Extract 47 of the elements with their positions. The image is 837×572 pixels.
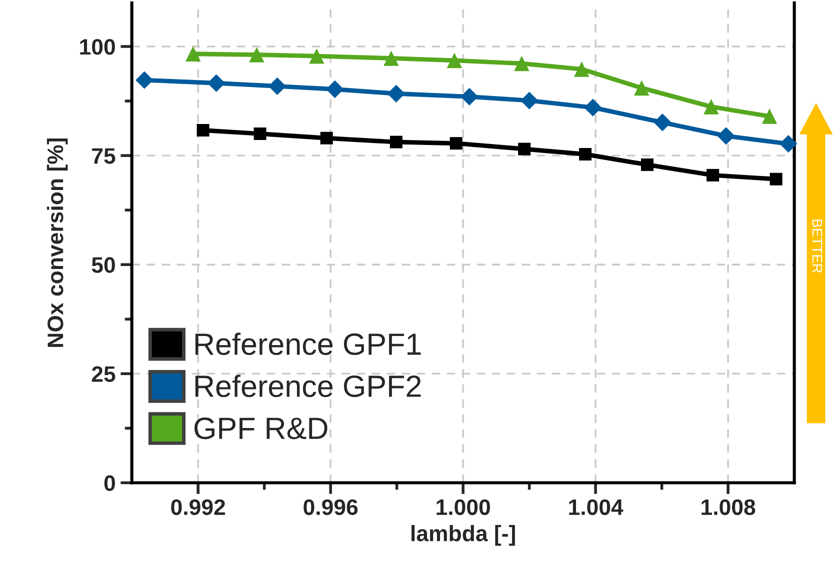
- point: [450, 137, 462, 150]
- legend-label: Reference GPF2: [195, 374, 421, 398]
- point: [446, 52, 462, 68]
- x-axis-title: lambda [-]: [412, 525, 515, 546]
- point: [770, 172, 782, 186]
- point: [706, 168, 720, 182]
- y-tick-label: 25: [92, 366, 116, 382]
- point: [584, 98, 602, 116]
- point: [326, 80, 344, 98]
- point: [309, 48, 324, 64]
- point: [249, 47, 264, 62]
- x-tick-label: 1.008: [702, 499, 756, 516]
- legend-label: Reference GPF1: [195, 332, 421, 356]
- x-tick-label: 0.996: [304, 499, 358, 516]
- y-axis-title: NOx conversion [%]: [46, 138, 68, 347]
- point: [268, 77, 286, 96]
- point: [704, 99, 719, 114]
- point: [390, 136, 402, 148]
- y-tick-label: 100: [80, 39, 115, 55]
- point: [136, 71, 154, 89]
- point: [514, 56, 530, 72]
- point: [196, 124, 210, 137]
- x-tick-label: 1.000: [436, 499, 490, 516]
- point: [654, 114, 672, 132]
- point: [574, 62, 590, 77]
- point: [717, 127, 735, 145]
- point: [640, 158, 654, 171]
- point: [387, 84, 405, 102]
- legend-label: GPF R&D: [194, 418, 328, 440]
- point: [185, 46, 201, 62]
- point: [207, 74, 226, 92]
- y-tick-label: 50: [92, 257, 115, 273]
- point: [634, 80, 650, 96]
- point: [579, 148, 592, 160]
- x-tick-label: 0.992: [171, 499, 225, 516]
- point: [254, 127, 266, 140]
- y-tick-label: 75: [92, 148, 116, 164]
- x-tick-label: 1.004: [569, 499, 624, 516]
- point: [518, 142, 531, 156]
- point: [762, 108, 778, 124]
- point: [384, 50, 399, 66]
- point: [320, 132, 333, 144]
- text: BETTER: [812, 220, 822, 273]
- point: [520, 92, 538, 110]
- y-tick-label: 0: [104, 475, 115, 492]
- point: [780, 134, 798, 153]
- point: [460, 88, 478, 106]
